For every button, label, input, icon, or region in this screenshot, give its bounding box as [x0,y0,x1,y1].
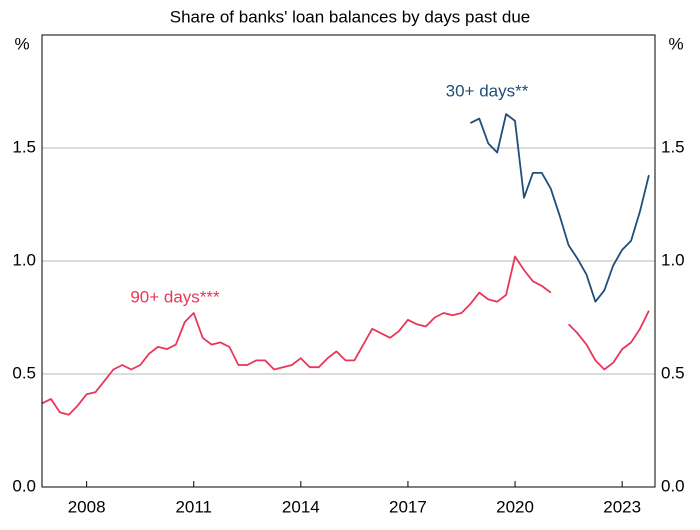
series-label: 30+ days** [446,81,529,100]
chart-title: Share of banks' loan balances by days pa… [170,7,531,26]
y-tick-label-right: 1.5 [661,137,685,156]
x-tick-label: 2023 [603,497,641,516]
series-label: 90+ days*** [130,287,220,306]
x-tick-label: 2014 [282,497,320,516]
x-tick-label: 2011 [175,497,212,516]
x-tick-label: 2017 [389,497,427,516]
series-line [41,255,650,416]
y-unit-right: % [668,34,683,53]
series-line [469,113,650,303]
y-tick-label-left: 1.0 [12,250,36,269]
y-tick-label-left: 0.5 [12,363,36,382]
y-tick-label-right: 0.5 [661,363,685,382]
y-tick-label-right: 0.0 [661,476,685,495]
y-tick-label-left: 1.5 [12,137,36,156]
x-tick-label: 2020 [496,497,534,516]
y-tick-label-right: 1.0 [661,250,685,269]
y-tick-label-left: 0.0 [12,476,36,495]
y-unit-left: % [14,34,29,53]
plot-frame [41,34,656,488]
x-tick-label: 2008 [68,497,106,516]
